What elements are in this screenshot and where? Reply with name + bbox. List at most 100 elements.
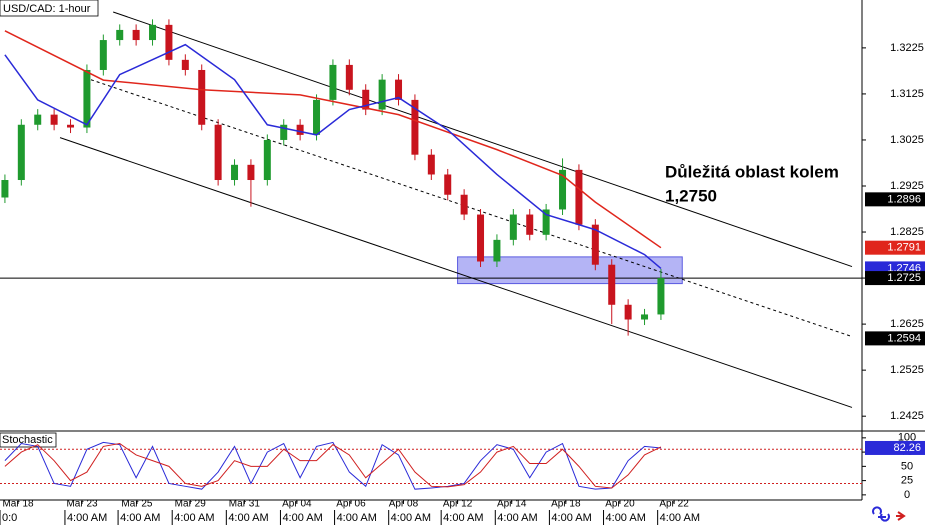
x-tick-label: 4:00 AM — [660, 512, 700, 524]
stochastic-title-box — [0, 432, 57, 448]
candle-body — [493, 239, 501, 262]
moving-average — [4, 30, 662, 249]
candle-body — [296, 124, 304, 135]
candle-body — [263, 139, 271, 181]
y-tick-label: 1.2425 — [890, 410, 924, 422]
stochastic-title: Stochastic — [2, 434, 53, 446]
y-tick-label: 1.3125 — [890, 88, 924, 100]
x-tick-label: Apr 20 — [605, 499, 635, 510]
candle-body — [509, 214, 517, 240]
candle-body — [345, 64, 353, 90]
x-tick-label: Mar 25 — [121, 499, 153, 510]
x-tick-label: 0:0 — [2, 512, 17, 524]
candle-body — [181, 59, 189, 70]
candle-body — [395, 79, 403, 100]
x-tick-label: 4:00 AM — [174, 512, 214, 524]
y-tick-label: 1.2925 — [890, 180, 924, 192]
x-tick-label: Apr 14 — [497, 499, 527, 510]
x-tick-label: Mar 29 — [175, 499, 207, 510]
price-marker-label: 1.2896 — [887, 193, 921, 205]
trendline — [59, 137, 853, 408]
y-tick-label: 1.2825 — [890, 226, 924, 238]
candle-body — [34, 114, 42, 125]
candle-body — [591, 224, 599, 265]
y-tick-label: 1.3225 — [890, 42, 924, 54]
candle-body — [477, 214, 485, 262]
x-tick-label: Mar 18 — [2, 499, 34, 510]
price-marker — [865, 192, 925, 207]
x-tick-label: 4:00 AM — [391, 512, 431, 524]
candle-body — [411, 99, 419, 155]
candle-body — [378, 79, 386, 110]
candle-body — [624, 304, 632, 320]
candle-body — [132, 29, 140, 41]
candle-body — [362, 89, 370, 110]
stoch-line — [4, 441, 661, 490]
price-marker — [865, 331, 925, 346]
candle-body — [526, 214, 534, 235]
x-tick-label: Apr 04 — [282, 499, 312, 510]
toolbar-icons[interactable] — [872, 506, 906, 522]
x-tick-label: 4:00 AM — [337, 512, 377, 524]
candle-body — [641, 314, 649, 320]
x-tick-label: Apr 12 — [443, 499, 473, 510]
x-tick-label: 4:00 AM — [606, 512, 646, 524]
candle-body — [165, 24, 173, 60]
x-tick-label: Apr 08 — [389, 499, 419, 510]
candle-body — [99, 40, 107, 70]
candle-body — [67, 124, 75, 128]
stoch-y-tick-label: 25 — [901, 475, 913, 487]
candle-body — [116, 29, 124, 41]
price-marker-label: 1.2725 — [887, 272, 921, 284]
candle-body — [313, 99, 321, 135]
stochastic-area — [0, 441, 862, 490]
x-tick-label: 4:00 AM — [67, 512, 107, 524]
price-marker — [865, 240, 925, 255]
trendline — [112, 11, 853, 268]
candle-body — [427, 154, 435, 175]
plot-area — [0, 11, 862, 408]
candle-body — [83, 69, 91, 128]
arrow-icon[interactable] — [896, 511, 906, 521]
x-tick-label: 4:00 AM — [228, 512, 268, 524]
candle-body — [559, 169, 567, 210]
candle-body — [17, 124, 25, 181]
candle-body — [657, 278, 665, 315]
price-marker-label: 1.2791 — [887, 242, 921, 254]
y-tick-label: 1.3025 — [890, 134, 924, 146]
candle-body — [329, 64, 337, 100]
annotation: 1,2750 — [665, 186, 717, 205]
candle-body — [575, 169, 583, 225]
link-icon[interactable] — [872, 506, 890, 522]
candle-body — [231, 164, 239, 181]
candle-body — [444, 174, 452, 195]
candle-body — [608, 264, 616, 305]
candle-body — [460, 194, 468, 215]
stoch-y-tick-label: 0 — [904, 489, 910, 501]
x-tick-label: Apr 18 — [551, 499, 581, 510]
stoch-y-tick-label: 100 — [898, 432, 916, 444]
stoch-marker — [865, 440, 925, 455]
x-tick-label: Apr 06 — [336, 499, 366, 510]
chart-title: USD/CAD: 1-hour — [3, 3, 91, 15]
x-tick-label: 4:00 AM — [551, 512, 591, 524]
price-marker — [865, 271, 925, 286]
x-tick-label: 4:00 AM — [443, 512, 483, 524]
y-tick-label: 1.2525 — [890, 364, 924, 376]
candle-body — [280, 124, 288, 140]
x-tick-label: Mar 31 — [229, 499, 261, 510]
trendline — [85, 77, 853, 338]
x-tick-label: 4:00 AM — [120, 512, 160, 524]
x-tick-label: 4:00 AM — [497, 512, 537, 524]
candle-body — [50, 114, 58, 125]
moving-average — [4, 43, 662, 269]
price-marker-label: 1.2594 — [887, 332, 921, 344]
x-tick-label: Mar 23 — [66, 499, 98, 510]
candle-body — [1, 180, 9, 198]
stoch-marker-label: 82.26 — [893, 442, 921, 454]
candle-body — [214, 124, 222, 181]
x-tick-label: Apr 22 — [659, 499, 689, 510]
candle-body — [149, 24, 157, 41]
candle-body — [247, 164, 255, 181]
